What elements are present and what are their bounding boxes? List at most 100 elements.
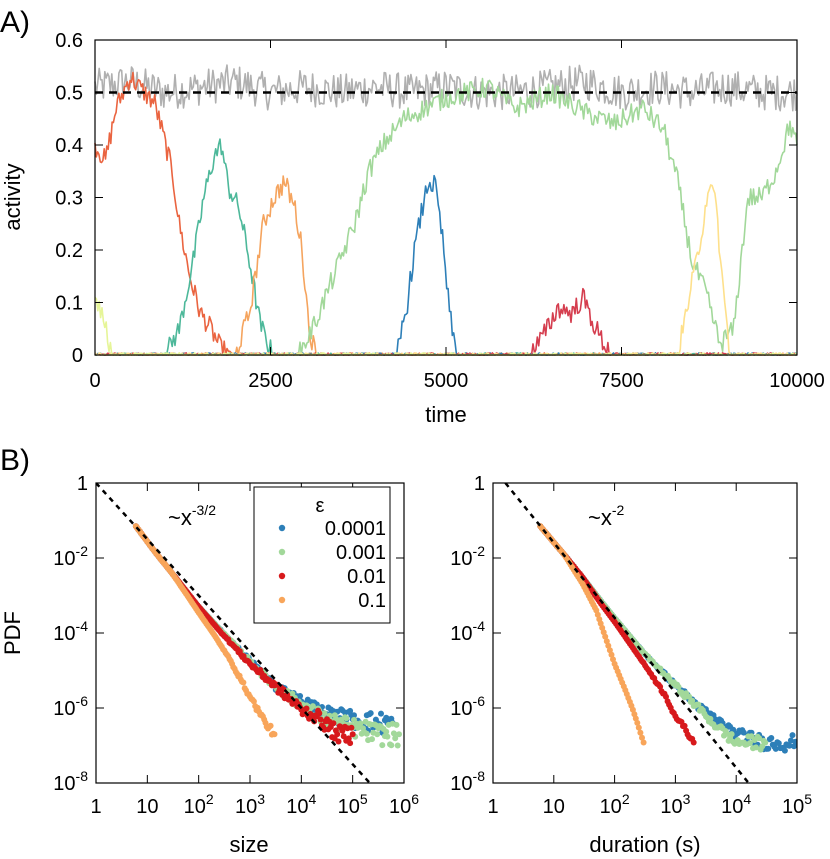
data-point xyxy=(639,734,645,741)
legend-marker xyxy=(278,524,286,532)
legend-entry-label: 0.1 xyxy=(358,590,386,612)
data-point xyxy=(357,720,364,727)
x-tick-label: 106 xyxy=(389,791,419,818)
data-point xyxy=(634,719,641,726)
data-point xyxy=(762,739,769,746)
panel-b-size: B) 1 10 102 103 104 105 106 10-8 10-6 10-4 10-2 1 s… xyxy=(0,444,419,857)
panel-b-size-x-axis-label: size xyxy=(229,832,268,857)
data-point xyxy=(334,731,341,738)
data-point xyxy=(374,731,381,738)
data-point xyxy=(343,715,350,722)
y-tick-label: 0.3 xyxy=(55,188,83,210)
panel-b-duration-x-axis-label: duration (s) xyxy=(589,832,700,857)
activity-series-line xyxy=(94,287,798,356)
y-tick-label: 10-6 xyxy=(53,693,88,720)
y-tick-label: 0.1 xyxy=(55,293,83,315)
legend-box xyxy=(253,486,391,624)
data-point xyxy=(348,724,355,731)
data-point xyxy=(635,724,642,731)
power-law-line xyxy=(504,483,751,783)
y-tick-label: 0.2 xyxy=(55,240,83,262)
data-point xyxy=(303,705,310,712)
legend-entry-label: 0.001 xyxy=(336,542,386,564)
legend-marker xyxy=(278,596,286,604)
y-tick-label: 0.4 xyxy=(55,135,83,157)
data-point xyxy=(753,744,759,751)
power-law-exponent: -2 xyxy=(612,502,625,518)
data-point xyxy=(610,656,616,663)
data-point xyxy=(349,731,356,738)
panel-b-label: B) xyxy=(0,444,30,477)
x-tick-label: 5000 xyxy=(424,370,469,392)
y-tick-label: 0.6 xyxy=(55,30,83,52)
data-point xyxy=(690,739,697,746)
panel-a-y-axis-label: activity xyxy=(0,163,25,230)
scatter-markers xyxy=(504,483,797,783)
x-tick-label: 10 xyxy=(543,796,565,818)
panel-b-duration-frame xyxy=(492,482,798,784)
power-law-base: ~x xyxy=(588,505,612,530)
data-point xyxy=(393,721,400,728)
data-point xyxy=(309,703,316,710)
power-law-base: ~x xyxy=(168,505,192,530)
data-point xyxy=(707,715,714,722)
data-point xyxy=(297,693,304,699)
data-point xyxy=(637,729,644,736)
data-point xyxy=(686,693,693,700)
data-point xyxy=(765,745,772,752)
power-law-line xyxy=(96,483,372,783)
data-point xyxy=(640,739,647,746)
data-point xyxy=(663,693,669,700)
x-tick-label: 103 xyxy=(660,791,690,818)
data-point xyxy=(378,710,384,717)
y-tick-label: 10-8 xyxy=(53,768,88,795)
data-point xyxy=(267,722,274,729)
data-point xyxy=(724,730,730,737)
panel-a-x-axis-label: time xyxy=(425,402,467,427)
data-point xyxy=(394,742,401,749)
scatter-markers xyxy=(96,483,402,783)
panel-b-duration-power-law-annotation: ~x-2 xyxy=(588,502,625,530)
activity-series-line xyxy=(94,64,798,112)
data-point xyxy=(396,731,402,738)
data-point xyxy=(605,642,612,649)
y-tick-label: 10-8 xyxy=(450,768,485,795)
data-point xyxy=(789,732,796,739)
x-tick-label: 10 xyxy=(136,796,158,818)
legend-entry-label: 0.0001 xyxy=(325,518,386,540)
data-point xyxy=(390,730,397,737)
activity-series-line xyxy=(94,296,798,356)
panel-b-y-axis-label: PDF xyxy=(0,611,25,655)
y-tick-label: 1 xyxy=(474,473,485,495)
panel-b-duration: 1 10 102 103 104 105 10-8 10-6 10-4 10-2 1 duratio… xyxy=(450,473,812,857)
legend-marker xyxy=(278,548,286,556)
data-point xyxy=(330,720,337,727)
data-point xyxy=(340,733,347,740)
panel-a-ticks: 0 2500 5000 7500 10000 0 0.1 0.2 0.3 0.4 0.5 0.6 xyxy=(55,30,825,392)
panel-a: A) 0 2500 5000 7500 10000 0 0.1 0.2 0.3 0.4 0.5 0.6… xyxy=(0,6,825,427)
data-point xyxy=(728,731,735,738)
panel-b-size-frame xyxy=(95,482,405,784)
panel-b-duration-plot-area xyxy=(504,483,797,783)
data-point xyxy=(316,710,323,717)
x-tick-label: 103 xyxy=(235,791,265,818)
x-tick-label: 1 xyxy=(90,796,101,818)
data-point xyxy=(321,710,328,717)
data-point xyxy=(740,729,747,736)
data-point xyxy=(345,735,352,742)
data-point xyxy=(384,733,391,740)
panel-a-plot-area xyxy=(94,64,798,356)
data-point xyxy=(775,740,782,747)
activity-series-line xyxy=(94,71,798,356)
data-point xyxy=(250,698,257,705)
data-point xyxy=(689,697,696,704)
x-tick-label: 0 xyxy=(89,370,100,392)
data-point xyxy=(335,738,342,745)
data-point xyxy=(240,679,247,686)
x-tick-label: 104 xyxy=(721,791,751,818)
activity-series-line xyxy=(94,138,798,356)
data-point xyxy=(602,633,609,640)
